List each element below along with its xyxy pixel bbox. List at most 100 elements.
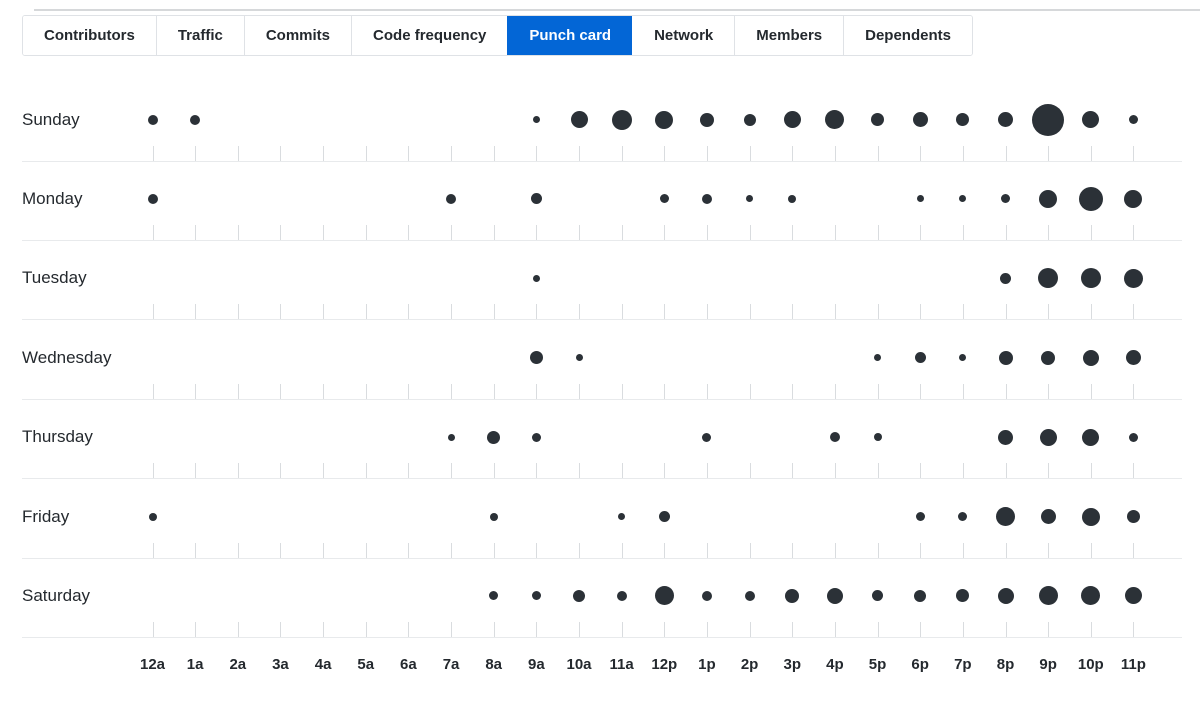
punch-dot-monday-11p: [1124, 189, 1143, 208]
hour-tick: [792, 224, 794, 240]
punch-dot-thursday-5p: [873, 433, 882, 442]
hour-tick: [834, 145, 836, 161]
hour-tick: [1133, 621, 1135, 637]
day-label-wednesday: Wednesday: [22, 347, 112, 367]
hour-tick: [493, 463, 495, 479]
tab-commits[interactable]: Commits: [243, 16, 352, 55]
punch-dot-thursday-10p: [1082, 428, 1100, 446]
hour-tick: [1133, 383, 1135, 399]
punch-dot-wednesday-7p: [959, 354, 967, 362]
hour-tick: [365, 621, 367, 637]
hour-tick: [280, 304, 282, 320]
hour-tick: [962, 145, 964, 161]
punch-dot-saturday-8a: [489, 591, 499, 601]
hour-tick: [451, 463, 453, 479]
punch-dot-wednesday-10p: [1082, 349, 1099, 366]
punch-dot-sunday-9a: [532, 116, 540, 123]
tab-code-frequency[interactable]: Code frequency: [351, 16, 508, 55]
hour-tick: [834, 383, 836, 399]
tab-punch-card[interactable]: Punch card: [507, 16, 633, 55]
hour-tick: [621, 383, 623, 399]
hour-tick: [493, 542, 495, 558]
hour-tick: [493, 383, 495, 399]
punch-dot-friday-9p: [1040, 509, 1056, 524]
hour-tick: [579, 224, 580, 240]
punch-dot-thursday-8p: [998, 429, 1013, 445]
hour-tick: [1133, 463, 1135, 479]
punch-dot-wednesday-10a: [575, 354, 583, 362]
punch-dot-tuesday-9a: [532, 274, 540, 282]
hour-tick: [621, 621, 623, 637]
hour-tick: [749, 621, 751, 637]
hour-tick: [621, 304, 623, 320]
hour-tick: [365, 304, 367, 320]
hour-tick: [195, 145, 197, 161]
hour-tick: [792, 145, 794, 161]
day-label-saturday: Saturday: [22, 585, 91, 605]
tab-network[interactable]: Network: [632, 16, 735, 55]
hour-tick: [323, 383, 325, 399]
hour-tick: [706, 145, 708, 161]
punch-dot-thursday-9a: [531, 432, 541, 442]
hour-tick: [237, 621, 239, 637]
punch-dot-saturday-11a: [616, 590, 627, 601]
hour-tick: [195, 383, 197, 399]
hour-tick: [920, 145, 922, 161]
hour-tick: [749, 542, 751, 558]
punch-dot-sunday-6p: [912, 112, 928, 127]
punch-dot-friday-8a: [489, 512, 498, 521]
hour-tick: [451, 621, 453, 637]
hour-tick: [493, 145, 495, 161]
hour-label-12p: 12p: [651, 656, 678, 673]
punch-dot-wednesday-6p: [914, 352, 926, 364]
hour-tick: [195, 542, 197, 558]
hour-tick: [1048, 304, 1050, 320]
hour-tick: [706, 463, 708, 479]
hour-tick: [1090, 224, 1092, 240]
hour-label-3p: 3p: [783, 656, 802, 673]
hour-tick: [408, 145, 410, 161]
hour-tick: [408, 542, 410, 558]
hour-tick: [323, 463, 325, 479]
hour-tick: [536, 542, 538, 558]
hour-tick: [280, 383, 282, 399]
punch-dot-friday-12a: [148, 512, 157, 521]
punch-dot-thursday-4p: [829, 432, 840, 443]
hour-tick: [621, 224, 623, 240]
punch-dot-saturday-11p: [1124, 587, 1142, 605]
tab-contributors[interactable]: Contributors: [23, 16, 156, 55]
hour-tick: [1048, 383, 1050, 399]
hour-tick: [621, 145, 623, 161]
punch-dot-sunday-5p: [871, 113, 885, 126]
punch-dot-monday-7a: [446, 193, 457, 204]
tab-dependents[interactable]: Dependents: [843, 16, 972, 55]
row-baseline: [22, 636, 1182, 638]
punch-dot-thursday-7a: [447, 433, 455, 441]
punch-dot-saturday-4p: [826, 587, 843, 604]
punch-dot-monday-10p: [1078, 186, 1103, 211]
hour-tick: [962, 621, 964, 637]
punch-dot-saturday-10a: [573, 589, 585, 602]
punch-dot-friday-11a: [618, 513, 626, 520]
day-label-tuesday: Tuesday: [22, 268, 87, 288]
punch-dot-wednesday-11p: [1125, 350, 1141, 366]
hour-tick: [920, 304, 922, 320]
hour-tick: [536, 383, 538, 399]
hour-tick: [877, 224, 879, 240]
hour-tick: [579, 463, 580, 479]
punch-dot-sunday-3p: [783, 111, 801, 128]
punch-dot-tuesday-10p: [1080, 268, 1101, 289]
hour-tick: [1048, 621, 1050, 637]
hour-tick: [280, 542, 282, 558]
punch-dot-sunday-12a: [147, 114, 158, 125]
punch-dot-sunday-2p: [743, 113, 756, 126]
punch-dot-friday-11p: [1126, 510, 1140, 523]
hour-tick: [536, 304, 538, 320]
tab-traffic[interactable]: Traffic: [155, 16, 244, 55]
hour-tick: [920, 224, 922, 240]
punch-dot-tuesday-8p: [1000, 272, 1011, 284]
tab-members[interactable]: Members: [734, 16, 844, 55]
hour-tick: [706, 542, 708, 558]
hour-tick: [408, 224, 410, 240]
